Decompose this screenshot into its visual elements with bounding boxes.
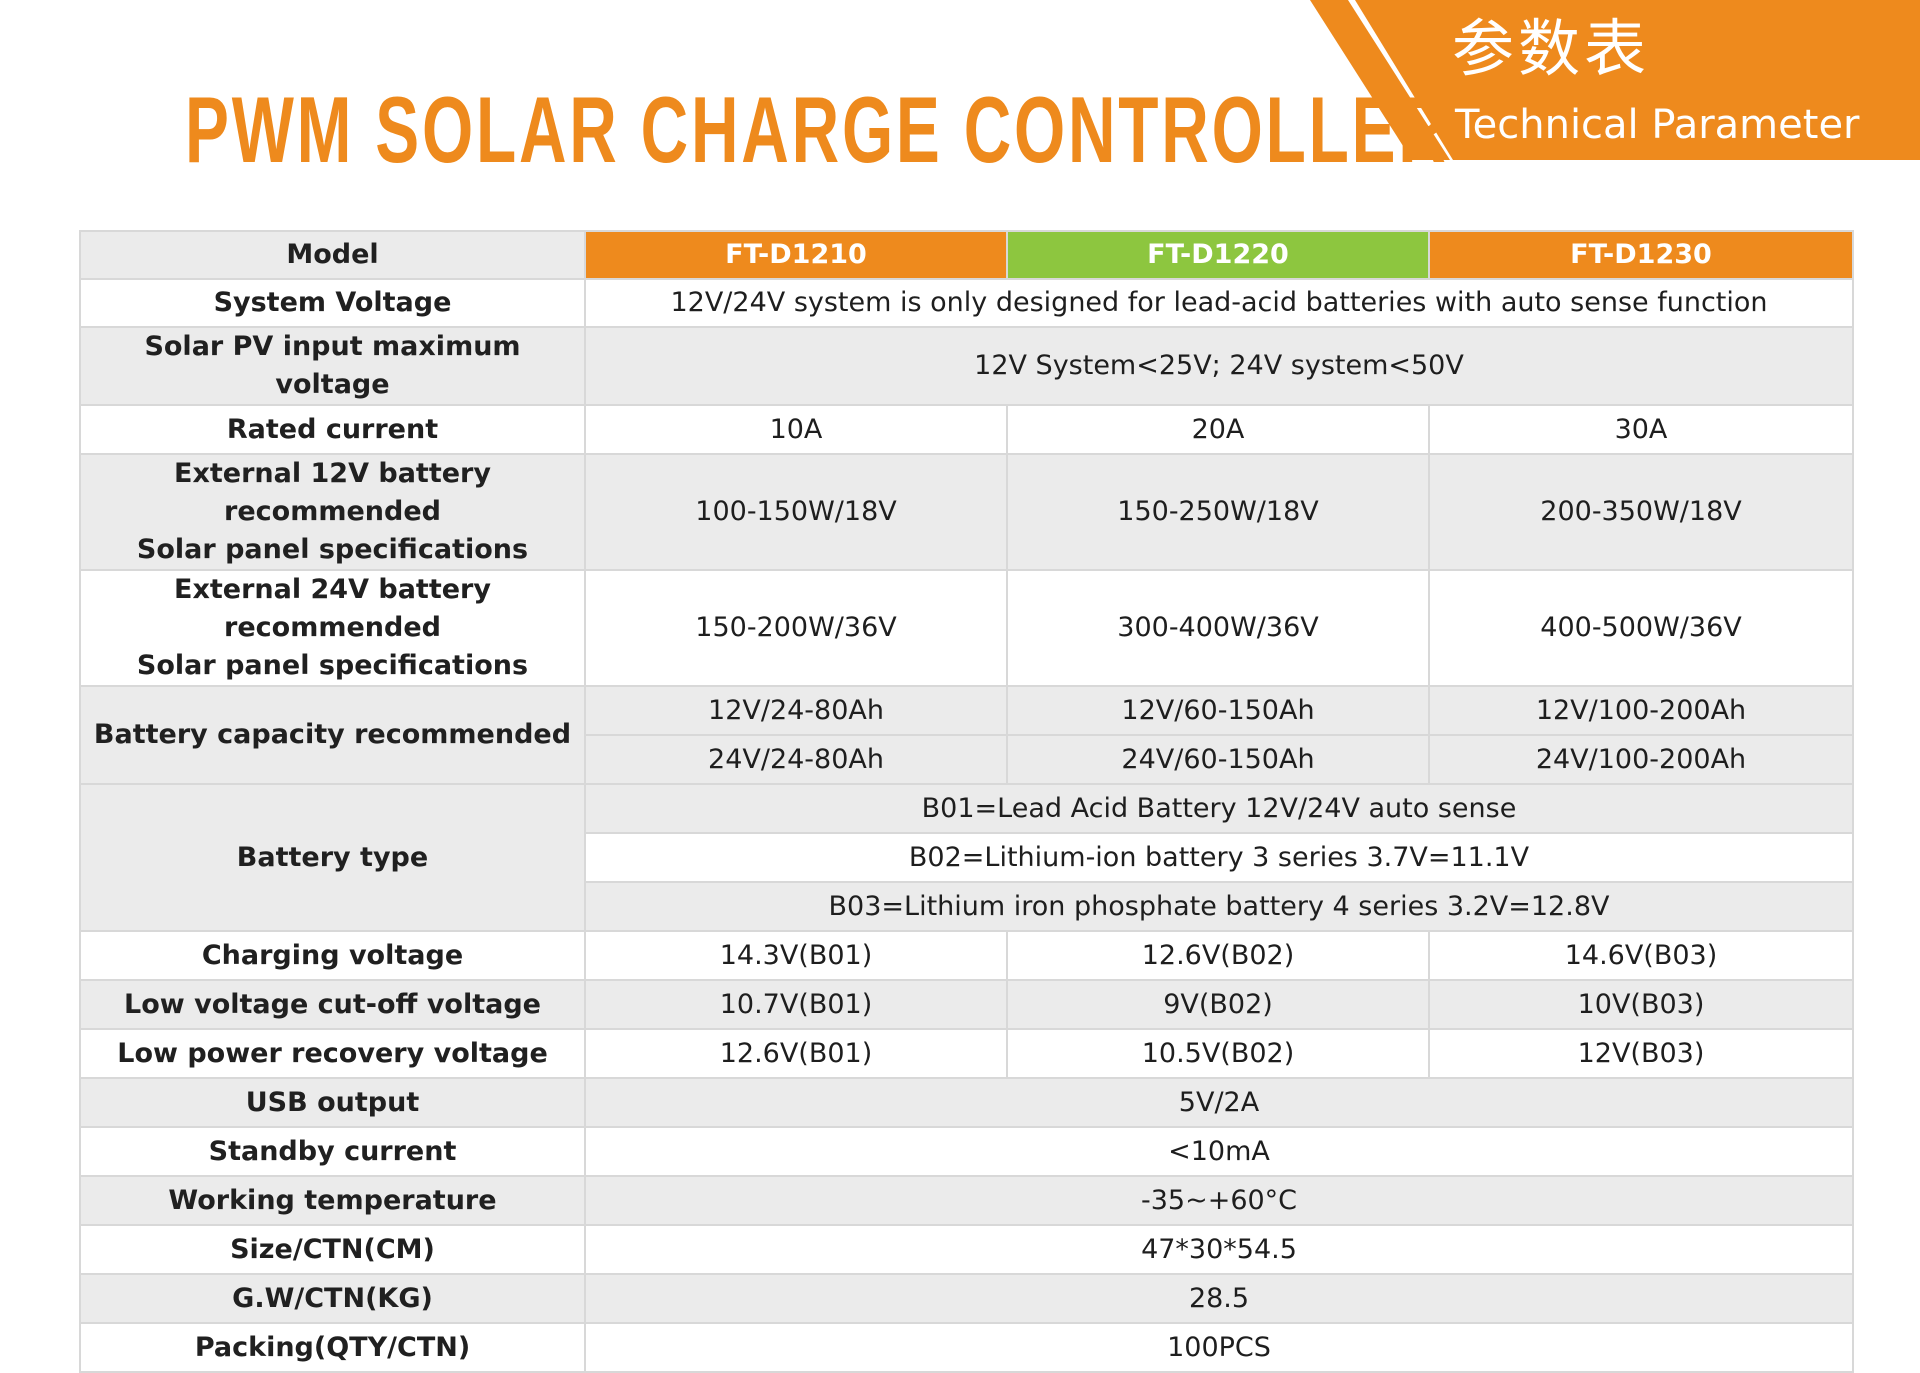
rated-current-value-3: 30A [1428,404,1854,455]
model-header-1: FT-D1210 [584,230,1008,280]
model-label: Model [79,230,586,280]
gw-ctn-label: G.W/CTN(KG) [79,1273,586,1324]
battery-capacity-24v-3: 24V/100-200Ah [1428,734,1854,785]
pv-input-label: Solar PV input maximum voltage [79,326,586,406]
row-system-voltage: System Voltage 12V/24V system is only de… [79,278,1854,328]
ext-24v-label: External 24V battery recommended Solar p… [79,569,586,687]
battery-capacity-12v-2: 12V/60-150Ah [1006,685,1430,736]
battery-type-b03: B03=Lithium iron phosphate battery 4 ser… [584,881,1854,932]
battery-type-label: Battery type [79,783,586,932]
system-voltage-value: 12V/24V system is only designed for lead… [584,278,1854,328]
ext-12v-label: External 12V battery recommended Solar p… [79,453,586,571]
ext-12v-value-2: 150-250W/18V [1006,453,1430,571]
gw-ctn-value: 28.5 [584,1273,1854,1324]
row-ext-24v: External 24V battery recommended Solar p… [79,569,1854,687]
row-battery-type-b03: B03=Lithium iron phosphate battery 4 ser… [80,881,1854,932]
row-low-cutoff: Low voltage cut-off voltage 10.7V(B01) 9… [79,979,1854,1030]
charging-voltage-value-1: 14.3V(B01) [584,930,1008,981]
rated-current-value-1: 10A [584,404,1008,455]
ext-24v-value-3: 400-500W/36V [1428,569,1854,687]
battery-capacity-12v-3: 12V/100-200Ah [1428,685,1854,736]
row-charging-voltage: Charging voltage 14.3V(B01) 12.6V(B02) 1… [79,930,1854,981]
model-header-3: FT-D1230 [1428,230,1854,280]
pv-input-value: 12V System<25V; 24V system<50V [584,326,1854,406]
row-low-recovery: Low power recovery voltage 12.6V(B01) 10… [79,1028,1854,1079]
battery-capacity-label: Battery capacity recommended [79,685,586,785]
working-temp-label: Working temperature [79,1175,586,1226]
row-model: Model FT-D1210 FT-D1220 FT-D1230 [79,230,1854,280]
battery-type-b01: B01=Lead Acid Battery 12V/24V auto sense [584,783,1854,834]
row-battery-type-b01: Battery type B01=Lead Acid Battery 12V/2… [79,783,1854,932]
low-cutoff-value-3: 10V(B03) [1428,979,1854,1030]
standby-current-label: Standby current [79,1126,586,1177]
low-recovery-value-2: 10.5V(B02) [1006,1028,1430,1079]
ext-12v-value-3: 200-350W/18V [1428,453,1854,571]
low-recovery-value-1: 12.6V(B01) [584,1028,1008,1079]
packing-value: 100PCS [584,1322,1854,1373]
row-packing: Packing(QTY/CTN) 100PCS [79,1322,1854,1373]
system-voltage-label: System Voltage [79,278,586,328]
size-ctn-value: 47*30*54.5 [584,1224,1854,1275]
battery-capacity-24v-2: 24V/60-150Ah [1006,734,1430,785]
ext-24v-value-1: 150-200W/36V [584,569,1008,687]
low-recovery-label: Low power recovery voltage [79,1028,586,1079]
low-recovery-value-3: 12V(B03) [1428,1028,1854,1079]
battery-capacity-24v-1: 24V/24-80Ah [584,734,1008,785]
ext-12v-label-line-2: Solar panel specifications [136,534,529,565]
parameter-table: Model FT-D1210 FT-D1220 FT-D1230 System … [79,230,1854,1373]
row-pv-input: Solar PV input maximum voltage 12V Syste… [79,326,1854,406]
low-cutoff-value-2: 9V(B02) [1006,979,1430,1030]
charging-voltage-label: Charging voltage [79,930,586,981]
section-banner [1355,0,1920,160]
ext-12v-value-1: 100-150W/18V [584,453,1008,571]
ext-12v-label-line-1: External 12V battery recommended [174,458,491,527]
working-temp-value: -35~+60°C [584,1175,1854,1226]
row-working-temp: Working temperature -35~+60°C [79,1175,1854,1226]
usb-output-label: USB output [79,1077,586,1128]
low-cutoff-label: Low voltage cut-off voltage [79,979,586,1030]
model-header-2: FT-D1220 [1006,230,1430,280]
low-cutoff-value-1: 10.7V(B01) [584,979,1008,1030]
row-gw-ctn: G.W/CTN(KG) 28.5 [79,1273,1854,1324]
packing-label: Packing(QTY/CTN) [79,1322,586,1373]
row-size-ctn: Size/CTN(CM) 47*30*54.5 [79,1224,1854,1275]
usb-output-value: 5V/2A [584,1077,1854,1128]
standby-current-value: <10mA [584,1126,1854,1177]
charging-voltage-value-3: 14.6V(B03) [1428,930,1854,981]
ext-24v-label-line-1: External 24V battery recommended [174,574,491,643]
battery-type-b02: B02=Lithium-ion battery 3 series 3.7V=11… [584,832,1854,883]
rated-current-value-2: 20A [1006,404,1430,455]
row-usb-output: USB output 5V/2A [79,1077,1854,1128]
row-battery-type-b02: B02=Lithium-ion battery 3 series 3.7V=11… [80,832,1854,883]
size-ctn-label: Size/CTN(CM) [79,1224,586,1275]
ext-24v-label-line-2: Solar panel specifications [136,650,529,681]
row-battery-capacity-12v: Battery capacity recommended 12V/24-80Ah… [79,685,1854,785]
row-standby-current: Standby current <10mA [79,1126,1854,1177]
row-battery-capacity-24v: 24V/24-80Ah 24V/60-150Ah 24V/100-200Ah [80,734,1854,785]
charging-voltage-value-2: 12.6V(B02) [1006,930,1430,981]
page-title: PWM SOLAR CHARGE CONTROLLER [185,77,1449,182]
banner-title-en: Technical Parameter [1455,102,1860,148]
battery-capacity-12v-1: 12V/24-80Ah [584,685,1008,736]
ext-24v-value-2: 300-400W/36V [1006,569,1430,687]
banner-title-cn: 参数表 [1452,12,1651,85]
rated-current-label: Rated current [79,404,586,455]
row-ext-12v: External 12V battery recommended Solar p… [79,453,1854,571]
row-rated-current: Rated current 10A 20A 30A [79,404,1854,455]
